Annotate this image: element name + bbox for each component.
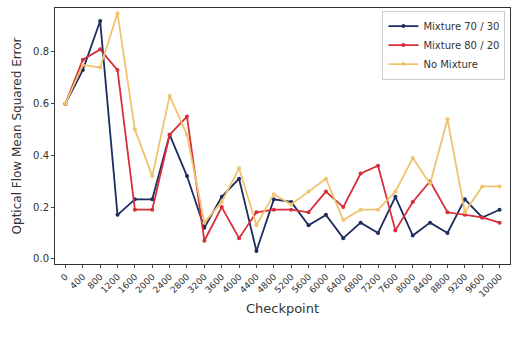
svg-text:3200: 3200: [186, 272, 209, 295]
svg-text:4000: 4000: [220, 272, 243, 295]
svg-text:5200: 5200: [273, 272, 296, 295]
svg-text:8800: 8800: [429, 272, 452, 295]
svg-text:7200: 7200: [359, 272, 382, 295]
svg-text:6000: 6000: [307, 272, 330, 295]
svg-text:3600: 3600: [203, 272, 226, 295]
svg-text:8000: 8000: [394, 272, 417, 295]
svg-text:9600: 9600: [464, 272, 487, 295]
svg-text:10000: 10000: [477, 272, 505, 300]
svg-text:2000: 2000: [134, 272, 157, 295]
svg-text:No Mixture: No Mixture: [423, 59, 477, 70]
svg-text:6400: 6400: [325, 272, 348, 295]
svg-text:Mixture 80 / 20: Mixture 80 / 20: [423, 40, 499, 51]
svg-text:1200: 1200: [99, 272, 122, 295]
svg-text:800: 800: [86, 272, 105, 291]
svg-text:5600: 5600: [290, 272, 313, 295]
svg-text:2400: 2400: [151, 272, 174, 295]
svg-text:0: 0: [59, 272, 70, 283]
svg-text:6800: 6800: [342, 272, 365, 295]
svg-text:0.6: 0.6: [33, 98, 49, 109]
svg-text:Mixture 70 / 30: Mixture 70 / 30: [423, 21, 499, 32]
svg-text:0.8: 0.8: [33, 46, 49, 57]
svg-text:7600: 7600: [377, 272, 400, 295]
svg-text:Optical Flow Mean Squared Erro: Optical Flow Mean Squared Error: [10, 38, 24, 235]
svg-text:2800: 2800: [168, 272, 191, 295]
svg-text:0.4: 0.4: [33, 150, 49, 161]
svg-text:400: 400: [68, 272, 87, 291]
svg-text:0.0: 0.0: [33, 253, 49, 264]
svg-text:8400: 8400: [411, 272, 434, 295]
svg-text:4400: 4400: [238, 272, 261, 295]
svg-text:Checkpoint: Checkpoint: [246, 301, 319, 316]
svg-text:1600: 1600: [116, 272, 139, 295]
svg-text:4800: 4800: [255, 272, 278, 295]
svg-text:0.2: 0.2: [33, 202, 49, 213]
svg-text:9200: 9200: [446, 272, 469, 295]
